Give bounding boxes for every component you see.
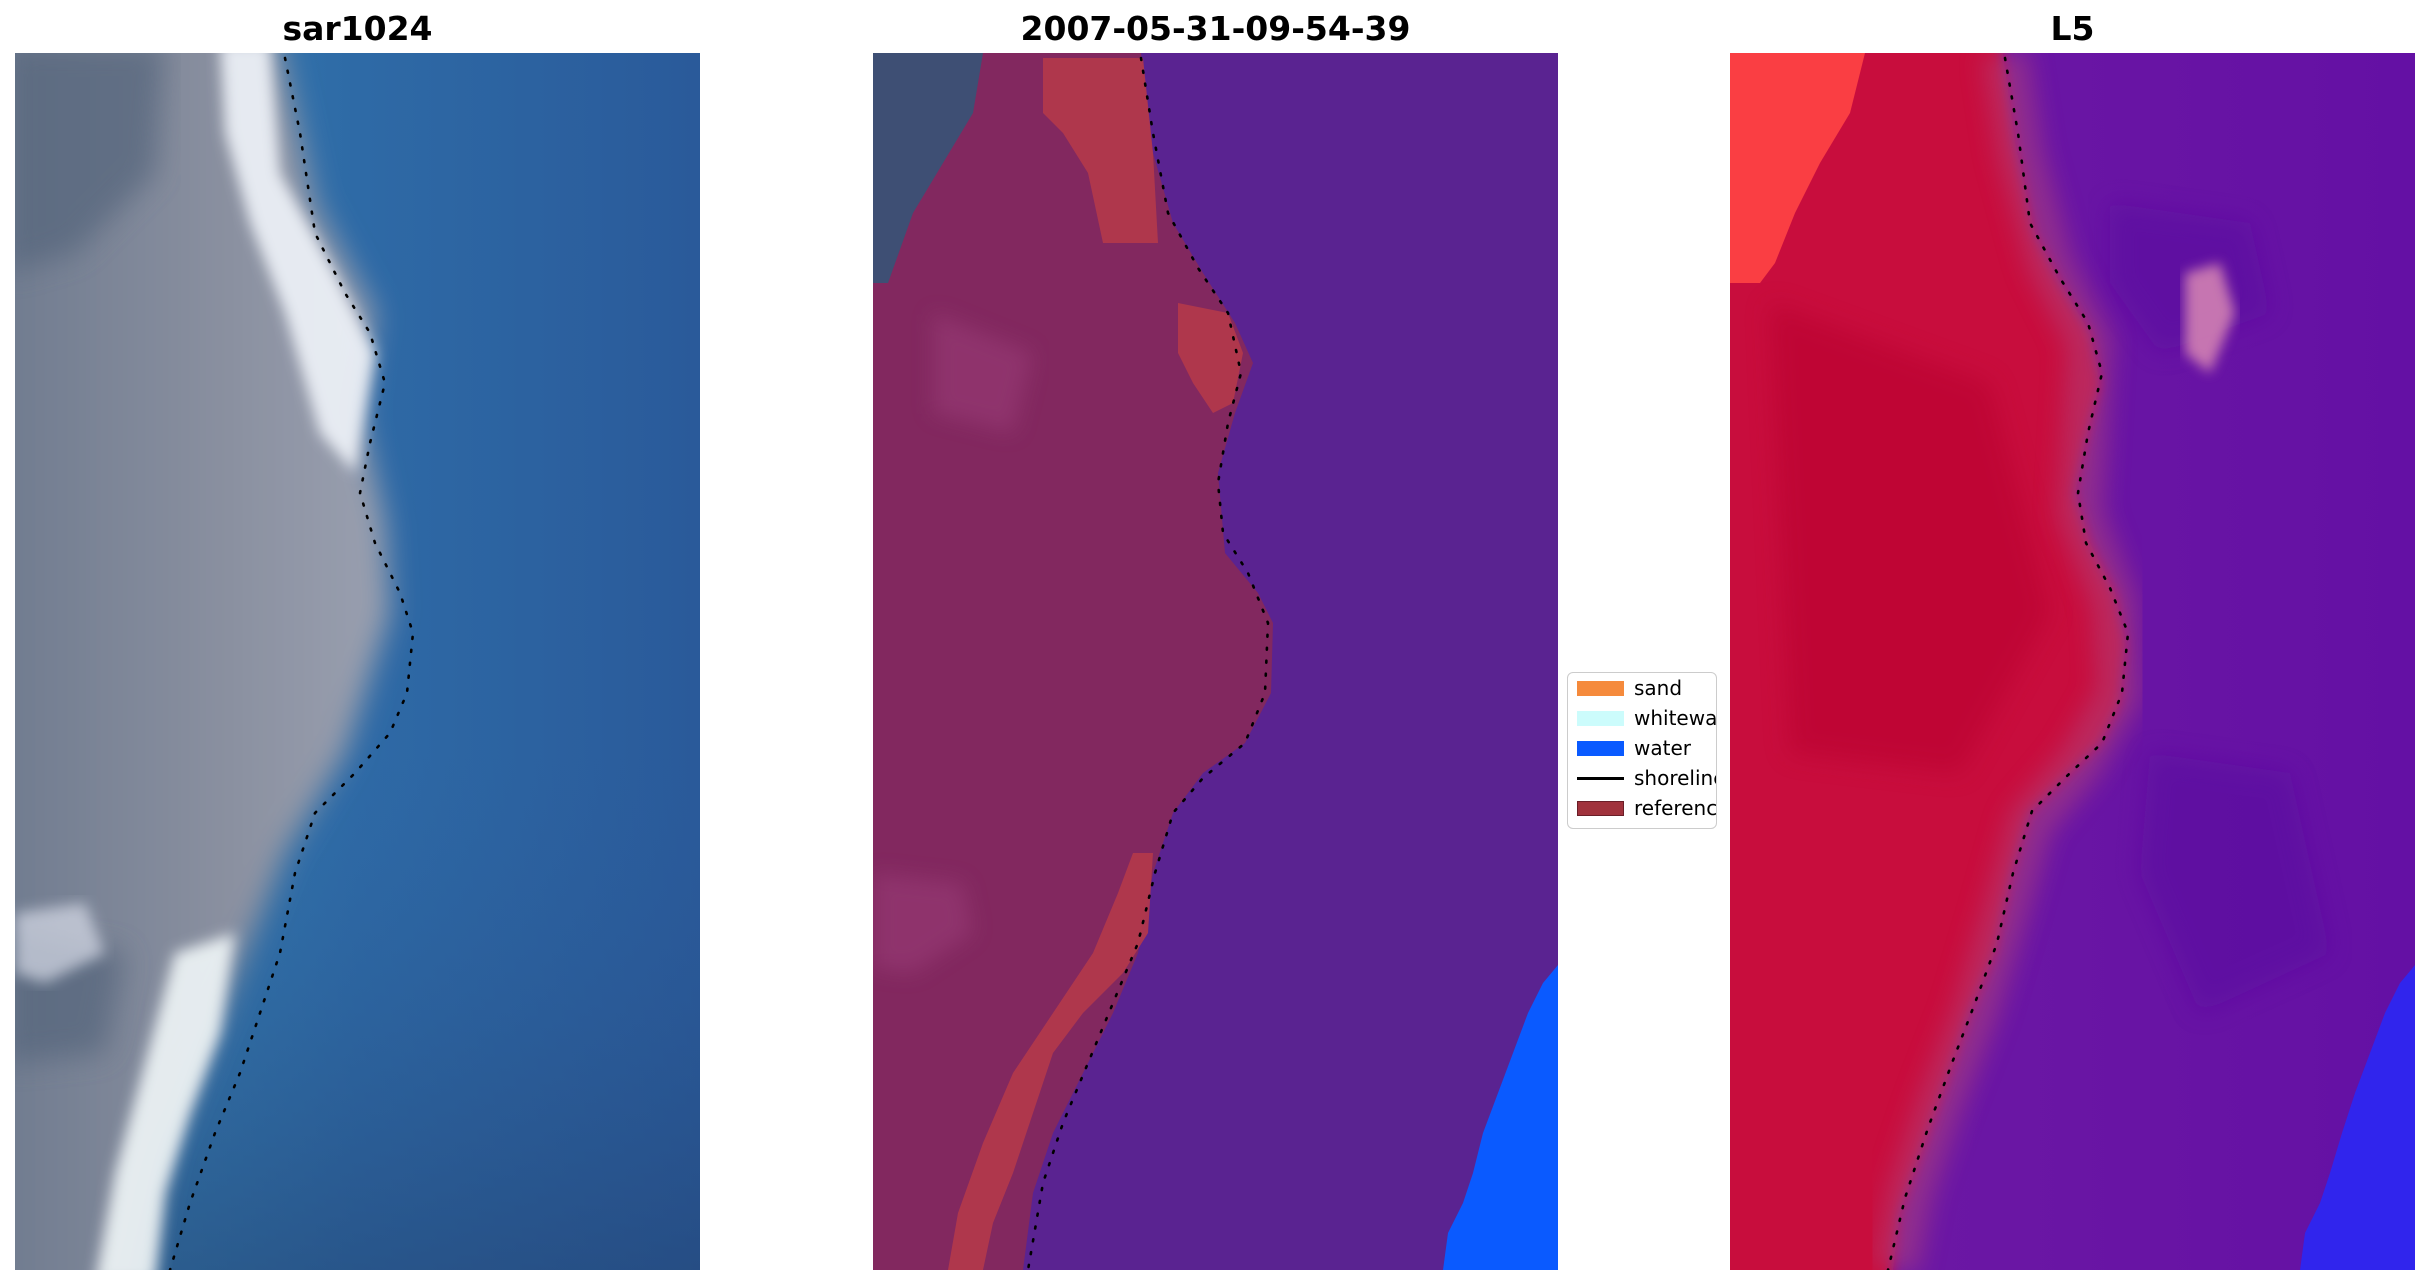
l5-water-texture [2110,203,2330,1013]
legend-label-whitewater: whitewat [1634,706,1717,730]
satellite-image [15,53,700,1270]
l5-map [1730,53,2415,1270]
l5-blue-corner [2300,965,2415,1270]
classification-map [873,53,1558,1270]
shoreline-trace [1026,56,1270,1270]
class-texture [873,313,1033,973]
legend-item-reference: reference [1568,793,1717,823]
legend-label-reference: reference [1634,796,1717,820]
panel-title-3: L5 [2050,9,2095,48]
legend-item-whitewater: whitewat [1568,703,1717,733]
class-reference-lower [948,853,1153,1270]
legend: sand whitewat water shoreline reference [1567,672,1717,829]
l5-pink-spot [2185,263,2235,373]
satellite-image-panel [15,53,700,1270]
legend-label-water: water [1634,736,1691,760]
legend-label-sand: sand [1634,676,1683,700]
legend-swatch-reference [1577,801,1624,816]
shoreline-trace [168,56,415,1270]
panel-title-2: 2007-05-31-09-54-39 [1020,9,1411,48]
class-reference-bump [1178,303,1243,413]
l5-land-core [1770,303,2050,773]
legend-item-sand: sand [1568,673,1716,703]
legend-swatch-sand [1577,681,1624,696]
whitewater-band [220,53,375,473]
legend-item-shoreline: shoreline [1568,763,1717,793]
whitewater-band-lower [97,933,235,1270]
legend-item-water: water [1568,733,1716,763]
shoreline-trace [1886,56,2130,1270]
white-foam-patch [15,903,105,983]
legend-swatch-water [1577,741,1624,756]
l5-panel [1730,53,2415,1270]
class-reference-top [1043,58,1158,243]
class-water-corner [1443,965,1558,1270]
class-dark-corner [873,53,983,283]
l5-shore-blend [1872,53,2143,1270]
legend-line-shoreline [1577,777,1624,780]
legend-label-shoreline: shoreline [1634,766,1717,790]
classification-panel [873,53,1558,1270]
l5-red-corner [1730,53,1865,283]
panel-title-1: sar1024 [282,9,433,48]
legend-swatch-whitewater [1577,711,1624,726]
